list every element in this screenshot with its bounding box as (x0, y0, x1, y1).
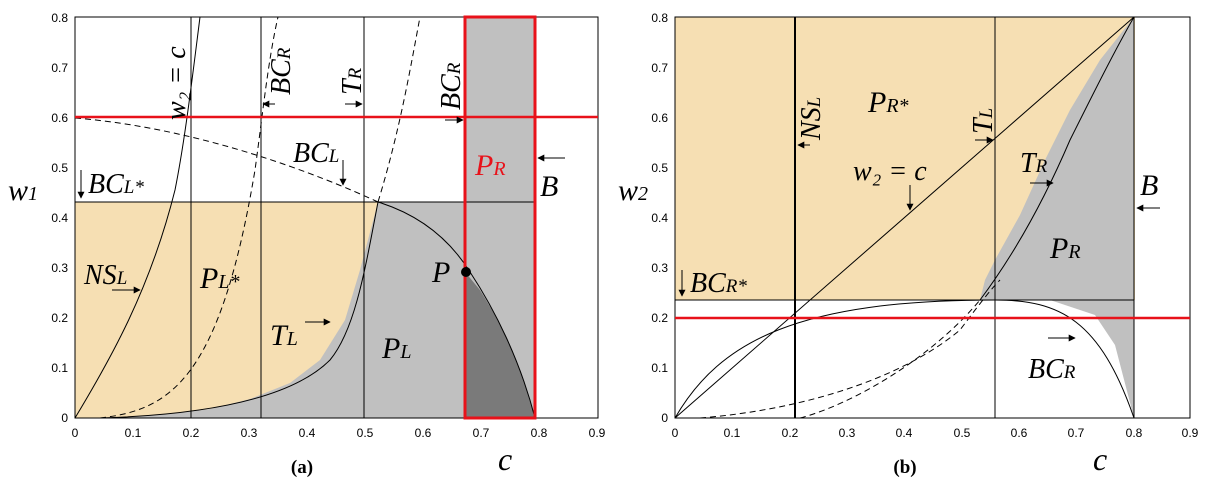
x-tick: 0.1 (125, 426, 142, 440)
x-tick: 0 (72, 426, 79, 440)
label-bcl-star: BCL* (88, 169, 144, 200)
y-tick: 0.3 (651, 261, 668, 275)
label-tr-top: TR (337, 67, 368, 95)
y-tick: 0 (661, 411, 668, 425)
y-tick: 0.7 (51, 61, 68, 75)
y-ticks-b: 0 0.1 0.2 0.3 0.4 0.5 0.6 0.7 0.8 (651, 11, 668, 425)
x-ticks-a: 0 0.1 0.2 0.3 0.4 0.5 0.6 0.7 0.8 0.9 (72, 426, 606, 440)
x-tick: 0.9 (589, 426, 606, 440)
y-axis-label-a: w1 (8, 174, 38, 207)
label-w2c-b: w₂ = c (853, 156, 927, 187)
point-p (461, 267, 471, 277)
label-nsl-b: NSL (796, 97, 827, 141)
x-tick: 0.8 (531, 426, 548, 440)
x-tick: 0.5 (954, 426, 971, 440)
axes-frame-b (674, 16, 1191, 419)
y-tick: 0.6 (651, 111, 668, 125)
panel-b: 0 0.1 0.2 0.3 0.4 0.5 0.6 0.7 0.8 0.9 0 … (618, 11, 1199, 478)
axes-frame-a (74, 16, 599, 419)
curve-dashed-1 (699, 279, 1001, 419)
x-tick: 0.2 (183, 426, 200, 440)
x-tick: 0.3 (839, 426, 856, 440)
label-bcr-b: BCR (1028, 354, 1076, 385)
caption-b: (b) (893, 457, 916, 478)
x-tick: 0.3 (241, 426, 258, 440)
label-pr-red: PR (474, 149, 506, 182)
y-tick: 0.4 (51, 211, 68, 225)
y-axis-label-b: w2 (618, 174, 648, 207)
red-box-pr (463, 15, 537, 420)
region-pl-upper (378, 202, 465, 418)
y-tick: 0.2 (651, 311, 668, 325)
x-tick: 0.1 (724, 426, 741, 440)
curve-tr-dashed (377, 16, 421, 203)
y-tick: 0.2 (51, 311, 68, 325)
caption-a: (a) (291, 457, 313, 478)
y-tick: 0 (61, 411, 68, 425)
label-pl: PL (381, 332, 411, 365)
region-pr-b (980, 17, 1134, 418)
panel-a: 0 0.1 0.2 0.3 0.4 0.5 0.6 0.7 0.8 0.9 0 … (8, 11, 606, 478)
x-tick: 0.5 (357, 426, 374, 440)
x-tick: 0.8 (1126, 426, 1143, 440)
label-pr-b: PR (1049, 232, 1081, 265)
curve-tr-b (979, 16, 1135, 301)
x-axis-label-a: c (498, 441, 512, 477)
label-bcr-top2: BCR (436, 62, 467, 110)
y-tick: 0.4 (651, 211, 668, 225)
y-tick: 0.8 (651, 11, 668, 25)
y-tick: 0.7 (651, 61, 668, 75)
label-nsl: NSL (83, 260, 127, 291)
label-b-a: B (540, 170, 558, 203)
label-tr-b: TR (1020, 148, 1048, 179)
x-tick: 0.7 (473, 426, 490, 440)
y-tick: 0.3 (51, 261, 68, 275)
label-w2c-a: w₂ = c (161, 46, 192, 120)
curve-w2c-dashed (99, 16, 279, 419)
label-bcr-top: BCR (266, 47, 297, 95)
label-tl: TL (270, 319, 298, 352)
x-tick: 0.2 (782, 426, 799, 440)
x-tick: 0.7 (1068, 426, 1085, 440)
x-tick: 0.6 (415, 426, 432, 440)
x-tick: 0 (672, 426, 679, 440)
label-b-b: B (1140, 169, 1158, 202)
label-p: P (431, 256, 450, 289)
curve-bcr-solid (674, 299, 1135, 419)
line-w2c-b (674, 16, 1135, 419)
label-bcl: BCL (293, 138, 339, 169)
x-tick: 0.4 (299, 426, 316, 440)
x-ticks-b: 0 0.1 0.2 0.3 0.4 0.5 0.6 0.7 0.8 0.9 (672, 426, 1199, 440)
region-p-dark (465, 272, 535, 418)
x-axis-label-b: c (1093, 441, 1107, 477)
label-pr-star: PR* (867, 86, 909, 119)
label-tl-b: TL (968, 108, 999, 134)
y-tick: 0.5 (651, 161, 668, 175)
label-pl-star: PL* (199, 262, 239, 295)
y-tick: 0.6 (51, 111, 68, 125)
label-bcr-star: BCR* (690, 268, 747, 299)
y-tick: 0.1 (651, 361, 668, 375)
curve-nsl (74, 16, 201, 419)
x-tick: 0.4 (896, 426, 913, 440)
y-tick: 0.5 (51, 161, 68, 175)
y-tick: 0.1 (51, 361, 68, 375)
y-ticks-a: 0 0.1 0.2 0.3 0.4 0.5 0.6 0.7 0.8 (51, 11, 68, 425)
curve-tl (99, 201, 379, 419)
curve-dashed-2 (799, 299, 981, 419)
y-tick: 0.8 (51, 11, 68, 25)
x-tick: 0.6 (1011, 426, 1028, 440)
curve-bcl-dashed (74, 117, 379, 203)
x-tick: 0.9 (1182, 426, 1199, 440)
